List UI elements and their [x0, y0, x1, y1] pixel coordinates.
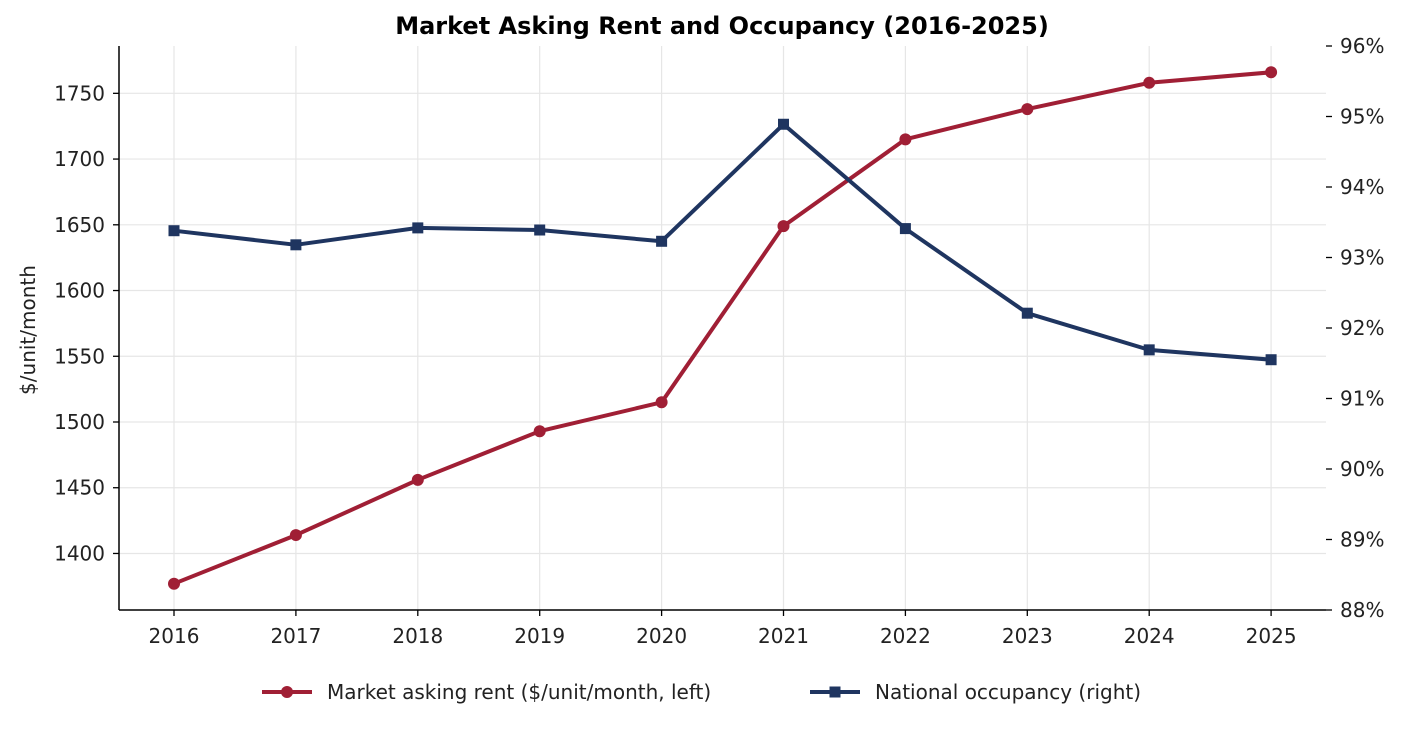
- series-1-point: [778, 118, 789, 130]
- axes: [118, 46, 1326, 611]
- y-tick-label: 1450: [54, 476, 105, 500]
- series-1-point: [1021, 307, 1033, 319]
- y2-tick-label: 89%: [1340, 528, 1384, 552]
- grid-lines: [119, 46, 1326, 610]
- x-axis-ticks: 2016 2017 2018 2019 2020 2021 2022 2023 2024 2025: [149, 610, 1297, 648]
- series-line-0: [173, 70, 1272, 586]
- left-axis-ticks: 1400 1450 1500 1550 1600 1650 1700 1750: [54, 81, 119, 565]
- x-tick-label: 2019: [514, 624, 565, 648]
- x-tick-label: 2021: [758, 624, 809, 648]
- x-tick-label: 2018: [392, 624, 443, 648]
- series-1-point: [899, 223, 911, 235]
- x-tick-label: 2022: [880, 624, 931, 648]
- series-0-point: [777, 220, 790, 233]
- legend-swatch-marker-1: [829, 686, 841, 698]
- legend-label-0: Market asking rent ($/unit/month, left): [327, 680, 711, 704]
- series-1-point: [412, 222, 424, 234]
- series-0-point: [1143, 76, 1156, 89]
- y-tick-label: 1500: [54, 410, 105, 434]
- series-1-point: [290, 239, 302, 251]
- x-tick-label: 2016: [149, 624, 200, 648]
- x-tick-label: 2017: [270, 624, 321, 648]
- series-1-point: [534, 224, 546, 236]
- y2-tick-label: 91%: [1340, 387, 1384, 411]
- x-tick-label: 2024: [1124, 624, 1175, 648]
- series-0-point: [168, 577, 180, 590]
- legend-label-1: National occupancy (right): [875, 680, 1141, 704]
- y2-tick-label: 92%: [1340, 316, 1384, 340]
- series-1-point: [656, 235, 668, 247]
- series-0-point: [533, 425, 546, 438]
- series-1-point: [1143, 344, 1155, 356]
- y2-tick-label: 95%: [1340, 105, 1384, 129]
- series-0-point: [899, 133, 912, 146]
- series-0-point: [655, 396, 668, 409]
- series-0-point: [289, 529, 302, 542]
- legend: Market asking rent ($/unit/month, left) N…: [262, 680, 1141, 704]
- y2-tick-label: 94%: [1340, 175, 1384, 199]
- series-0-point: [1021, 103, 1034, 116]
- y-tick-label: 1750: [54, 81, 105, 105]
- y-tick-label: 1700: [54, 147, 105, 171]
- series-1-point: [1265, 354, 1277, 366]
- y2-tick-label: 88%: [1340, 598, 1384, 622]
- y-tick-label: 1650: [54, 213, 105, 237]
- y2-tick-label: 90%: [1340, 457, 1384, 481]
- x-tick-label: 2025: [1246, 624, 1297, 648]
- right-axis-ticks: 88% 89% 90% 91% 92% 93% 94% 95% 96%: [1326, 34, 1384, 622]
- series-0-point: [1265, 66, 1278, 79]
- series-1-point: [168, 225, 180, 237]
- y-tick-label: 1550: [54, 344, 105, 368]
- series-layer: [168, 66, 1278, 590]
- series-0-point: [411, 473, 424, 486]
- x-tick-label: 2020: [636, 624, 687, 648]
- left-axis-label: $/unit/month: [16, 265, 40, 395]
- chart-title: Market Asking Rent and Occupancy (2016-2…: [395, 12, 1049, 40]
- y-tick-label: 1400: [54, 541, 105, 565]
- x-tick-label: 2023: [1002, 624, 1053, 648]
- legend-swatch-marker-0: [281, 686, 293, 698]
- y-tick-label: 1600: [54, 279, 105, 303]
- y2-tick-label: 96%: [1340, 34, 1384, 58]
- series-line-1: [173, 122, 1272, 362]
- y2-tick-label: 93%: [1340, 246, 1384, 270]
